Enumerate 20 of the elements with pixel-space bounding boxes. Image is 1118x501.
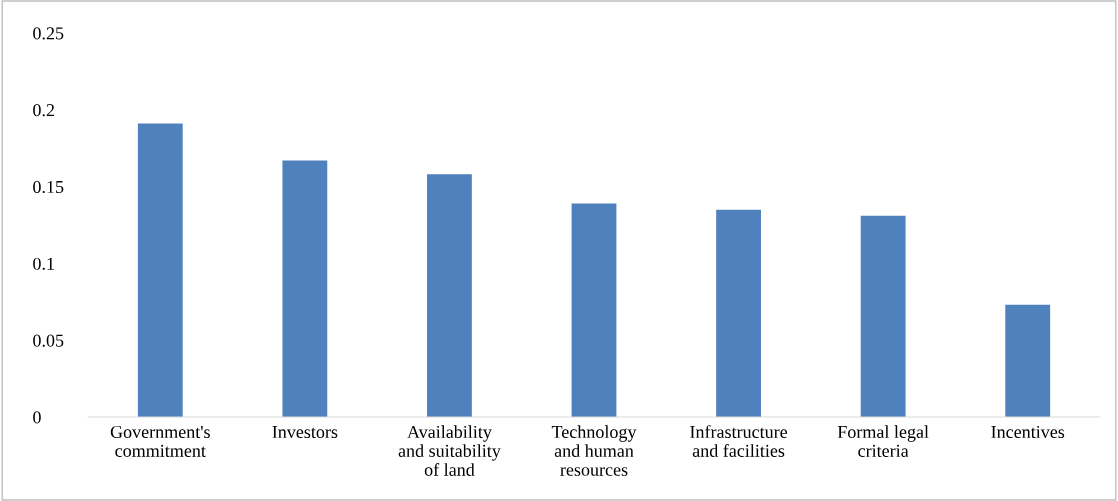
bar bbox=[571, 203, 617, 417]
bar bbox=[716, 209, 761, 417]
y-tick-label: 0.25 bbox=[33, 27, 64, 40]
bar bbox=[427, 174, 472, 417]
bar bbox=[282, 160, 328, 417]
x-tick-label: Technology and human resources bbox=[551, 425, 637, 476]
x-tick-label: Availability and suitability of land bbox=[398, 425, 501, 476]
y-tick-label: 0.1 bbox=[33, 257, 54, 270]
x-tick-label: Government's commitment bbox=[110, 425, 210, 457]
bar bbox=[1005, 304, 1051, 417]
y-tick-label: 0.2 bbox=[33, 104, 55, 117]
x-tick-label: Investors bbox=[272, 426, 338, 439]
x-tick-label: Formal legal criteria bbox=[837, 425, 929, 457]
x-tick-label: Infrastructure and facilities bbox=[690, 425, 788, 457]
y-tick-label: 0.15 bbox=[33, 180, 64, 194]
y-tick-label: 0 bbox=[33, 411, 41, 424]
x-tick-label: Incentives bbox=[991, 425, 1065, 439]
bar bbox=[860, 215, 906, 417]
y-tick-label: 0.05 bbox=[33, 334, 64, 347]
bar bbox=[137, 123, 183, 417]
